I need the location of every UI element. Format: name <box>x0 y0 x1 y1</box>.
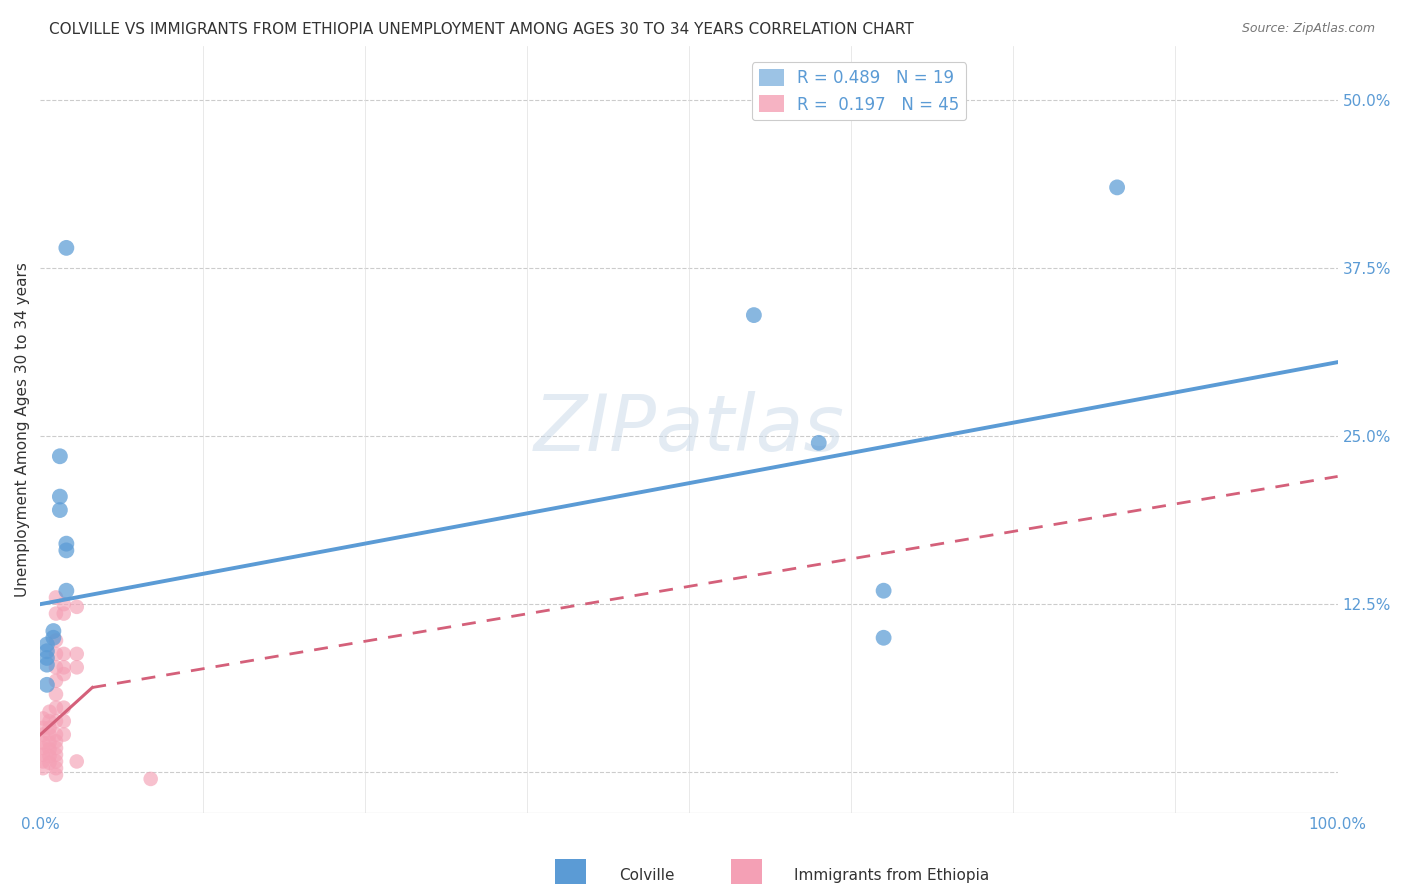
Point <box>52 660 75 674</box>
Point <box>32 747 55 762</box>
Point <box>38 728 60 742</box>
Point <box>1107 180 1129 194</box>
Point <box>32 736 55 750</box>
Legend: R = 0.489   N = 19, R =  0.197   N = 45: R = 0.489 N = 19, R = 0.197 N = 45 <box>752 62 966 120</box>
Y-axis label: Unemployment Among Ages 30 to 34 years: Unemployment Among Ages 30 to 34 years <box>15 262 30 597</box>
Point <box>45 647 67 661</box>
Point <box>52 728 75 742</box>
Point <box>45 714 67 728</box>
Point <box>139 772 162 786</box>
Point <box>35 638 58 652</box>
Point <box>742 308 765 322</box>
Point <box>35 678 58 692</box>
Point <box>66 599 89 614</box>
Point <box>32 761 55 775</box>
Point <box>38 705 60 719</box>
Point <box>872 583 894 598</box>
Point <box>66 660 89 674</box>
Point <box>45 633 67 648</box>
Point <box>66 647 89 661</box>
Text: Immigrants from Ethiopia: Immigrants from Ethiopia <box>794 869 990 883</box>
Point <box>32 755 55 769</box>
Point <box>42 631 65 645</box>
Point <box>55 241 77 255</box>
Point <box>45 660 67 674</box>
Text: Source: ZipAtlas.com: Source: ZipAtlas.com <box>1241 22 1375 36</box>
Point <box>52 597 75 611</box>
Point <box>45 734 67 748</box>
Point <box>35 651 58 665</box>
Point <box>38 756 60 770</box>
Point <box>38 742 60 756</box>
Point <box>35 657 58 672</box>
Point <box>45 591 67 605</box>
Point <box>55 536 77 550</box>
Point <box>45 673 67 688</box>
Point <box>38 736 60 750</box>
Point <box>32 721 55 735</box>
Point <box>52 700 75 714</box>
Text: ZIPatlas: ZIPatlas <box>534 392 845 467</box>
Point <box>872 631 894 645</box>
Point <box>35 644 58 658</box>
Point <box>45 687 67 701</box>
Point <box>45 747 67 762</box>
Point <box>52 714 75 728</box>
Point <box>38 721 60 735</box>
Point <box>38 749 60 764</box>
Point <box>38 714 60 728</box>
Point <box>807 435 830 450</box>
Point <box>45 768 67 782</box>
Point <box>45 761 67 775</box>
Point <box>55 583 77 598</box>
Point <box>49 450 72 464</box>
Point <box>66 755 89 769</box>
Point <box>45 700 67 714</box>
Point <box>32 711 55 725</box>
Point <box>45 728 67 742</box>
Point <box>49 503 72 517</box>
Point <box>45 755 67 769</box>
Point <box>55 543 77 558</box>
Point <box>32 728 55 742</box>
Point <box>42 624 65 638</box>
Point <box>52 607 75 621</box>
Point <box>52 667 75 681</box>
Point <box>52 647 75 661</box>
Text: COLVILLE VS IMMIGRANTS FROM ETHIOPIA UNEMPLOYMENT AMONG AGES 30 TO 34 YEARS CORR: COLVILLE VS IMMIGRANTS FROM ETHIOPIA UNE… <box>49 22 914 37</box>
Point <box>45 741 67 756</box>
Point <box>45 607 67 621</box>
Point <box>49 490 72 504</box>
Text: Colville: Colville <box>619 869 673 883</box>
Point <box>32 741 55 756</box>
